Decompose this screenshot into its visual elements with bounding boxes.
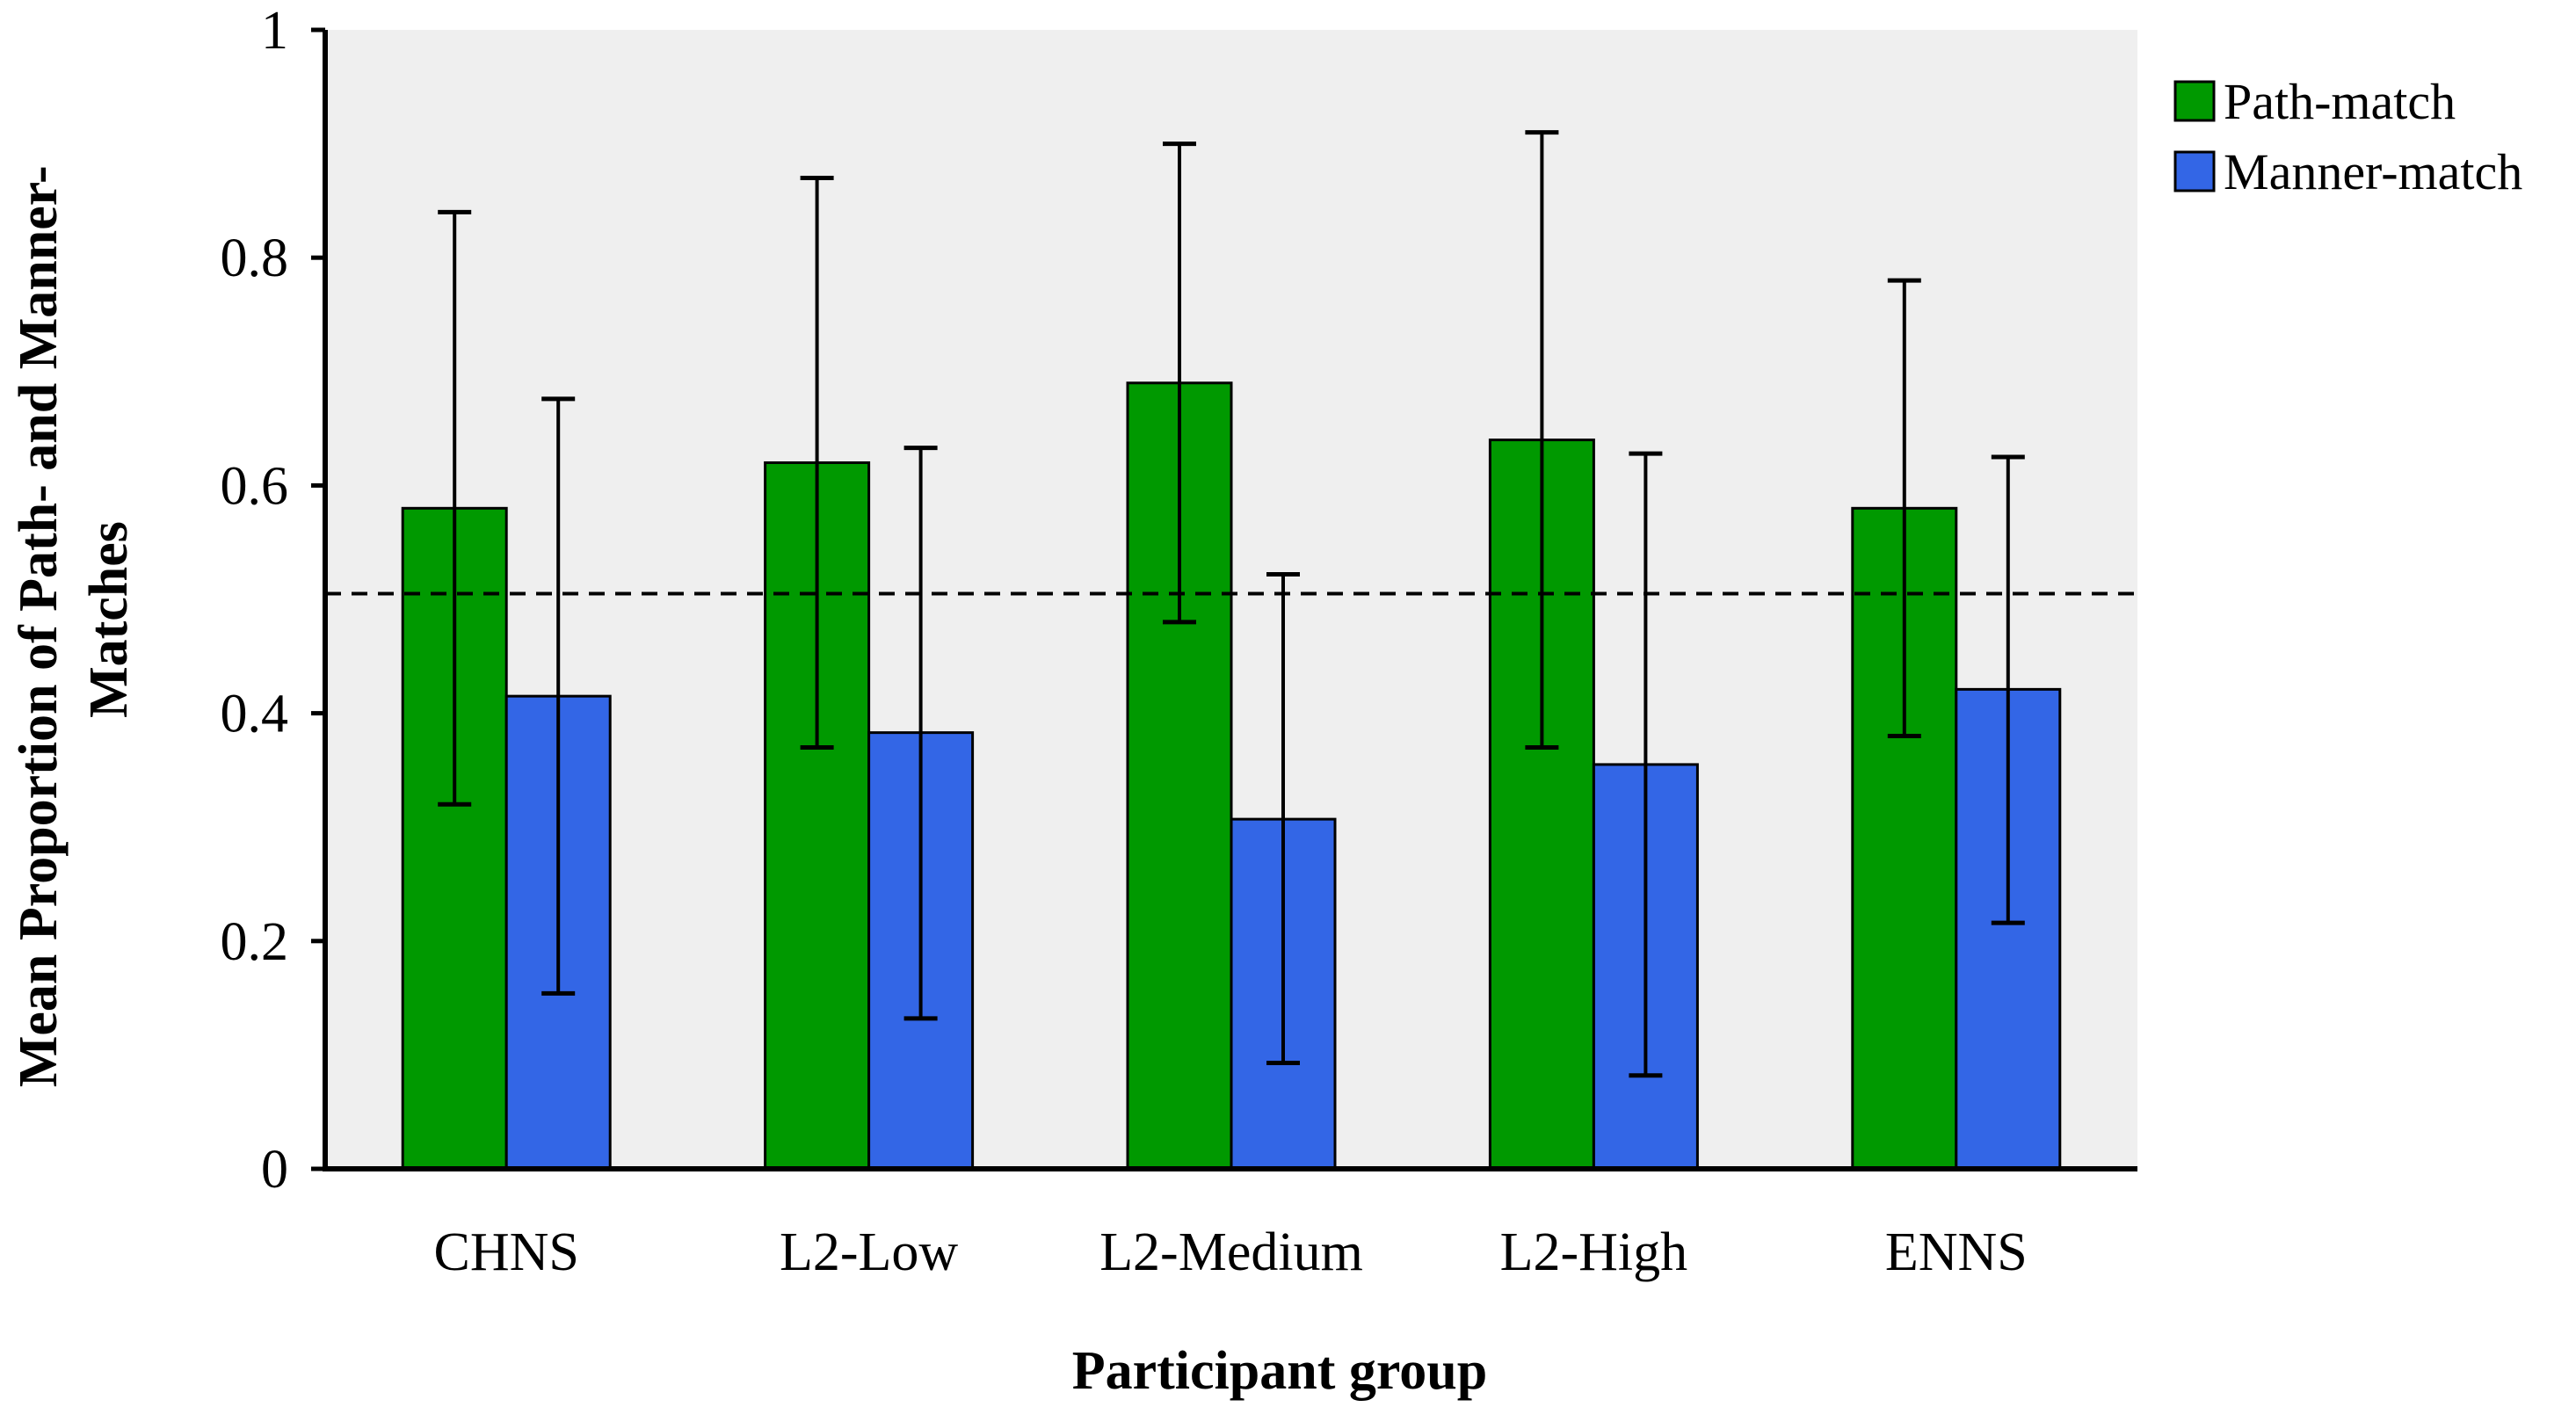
- y-tick-label: 1: [261, 1, 288, 61]
- error-bar-path-match-l2-medium: [1163, 141, 1196, 625]
- y-axis-title-line-2: Matches: [79, 521, 139, 718]
- legend-swatch-manner-match: [2173, 150, 2216, 192]
- legend-label-path-match: Path-match: [2224, 73, 2456, 130]
- y-tick-label: 0.8: [221, 228, 289, 288]
- error-bar-manner-match-l2-medium: [1266, 571, 1300, 1065]
- error-bars-layer: [438, 130, 2025, 1078]
- error-bar-path-match-l2-high: [1525, 130, 1559, 750]
- y-tick-label: 0.4: [221, 685, 289, 744]
- x-category-label-l2-medium: L2-Medium: [1099, 1222, 1363, 1282]
- y-ticks-layer: 0 0.2 0.4 0.6 0.8 1: [221, 1, 325, 1200]
- error-bar-manner-match-enns: [1991, 454, 2025, 925]
- x-axis-title: Participant group: [1072, 1341, 1487, 1401]
- error-bar-path-match-l2-low: [800, 175, 834, 750]
- error-bar-path-match-chns: [438, 209, 472, 807]
- legend: Path-match Manner-match: [2173, 73, 2522, 200]
- y-tick-label: 0.6: [221, 456, 289, 516]
- error-bar-manner-match-l2-low: [903, 446, 938, 1021]
- y-axis-title: Mean Proportion of Path- and Manner- Mat…: [9, 152, 139, 1087]
- error-bar-manner-match-l2-high: [1629, 451, 1663, 1078]
- legend-label-manner-match: Manner-match: [2224, 143, 2522, 200]
- error-bar-manner-match-chns: [541, 396, 576, 996]
- x-labels-layer: CHNS L2-Low L2-Medium L2-High ENNS: [434, 1222, 2028, 1282]
- y-tick-label: 0.2: [221, 912, 289, 972]
- y-axis-title-line-1: Mean Proportion of Path- and Manner-: [9, 165, 69, 1087]
- x-category-label-chns: CHNS: [434, 1222, 579, 1282]
- x-category-label-l2-high: L2-High: [1500, 1222, 1688, 1282]
- x-category-label-enns: ENNS: [1885, 1222, 2028, 1282]
- legend-swatch-path-match: [2173, 80, 2216, 122]
- x-category-label-l2-low: L2-Low: [780, 1222, 958, 1282]
- y-tick-label: 0: [261, 1140, 288, 1200]
- error-bar-path-match-enns: [1887, 278, 1921, 739]
